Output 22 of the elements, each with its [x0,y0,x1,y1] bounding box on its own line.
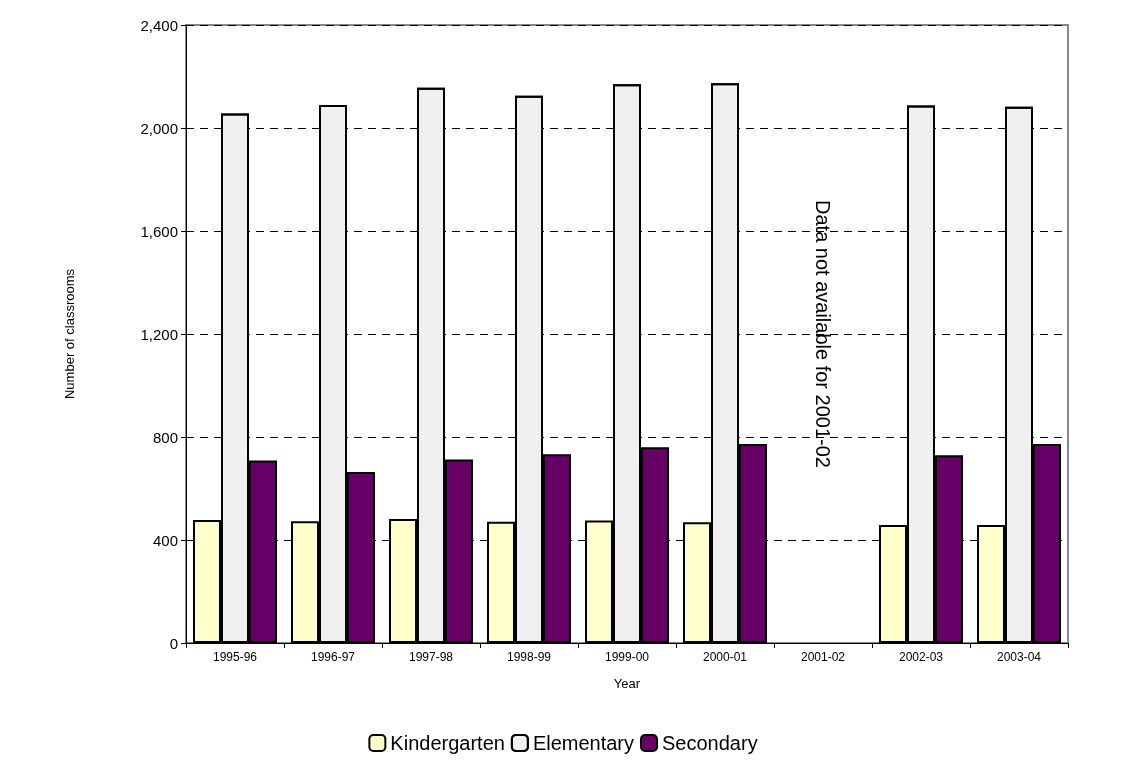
x-tick-label: 2003-04 [996,650,1042,664]
x-tick-label: 1999-00 [604,650,650,664]
x-tick-label: 2002-03 [898,650,944,664]
x-tick-label: 1996-97 [310,650,356,664]
y-tick-label: 400 [152,531,178,549]
x-tick-label: 1997-98 [408,650,454,664]
y-tick-label: 2,400 [140,16,178,34]
y-axis-title: Number of classrooms [62,268,77,400]
x-axis-title: Year [613,676,641,691]
x-tick-label: 1995-96 [212,650,258,664]
x-tick-label: 2001-02 [800,650,846,664]
legend-label: Elementary [532,732,635,754]
annotation: Data not available for 2001-02 [812,200,834,468]
y-tick-label: 0 [169,634,178,652]
legend-label: Kindergarten [390,732,505,754]
x-tick-label: 2000-01 [702,650,748,664]
x-tick-label: 1998-99 [506,650,552,664]
y-tick-label: 2,000 [140,119,178,137]
legend-label: Secondary [662,732,758,754]
y-tick-label: 800 [152,428,178,446]
y-tick-label: 1,200 [140,325,178,343]
y-tick-label: 1,600 [140,222,178,240]
